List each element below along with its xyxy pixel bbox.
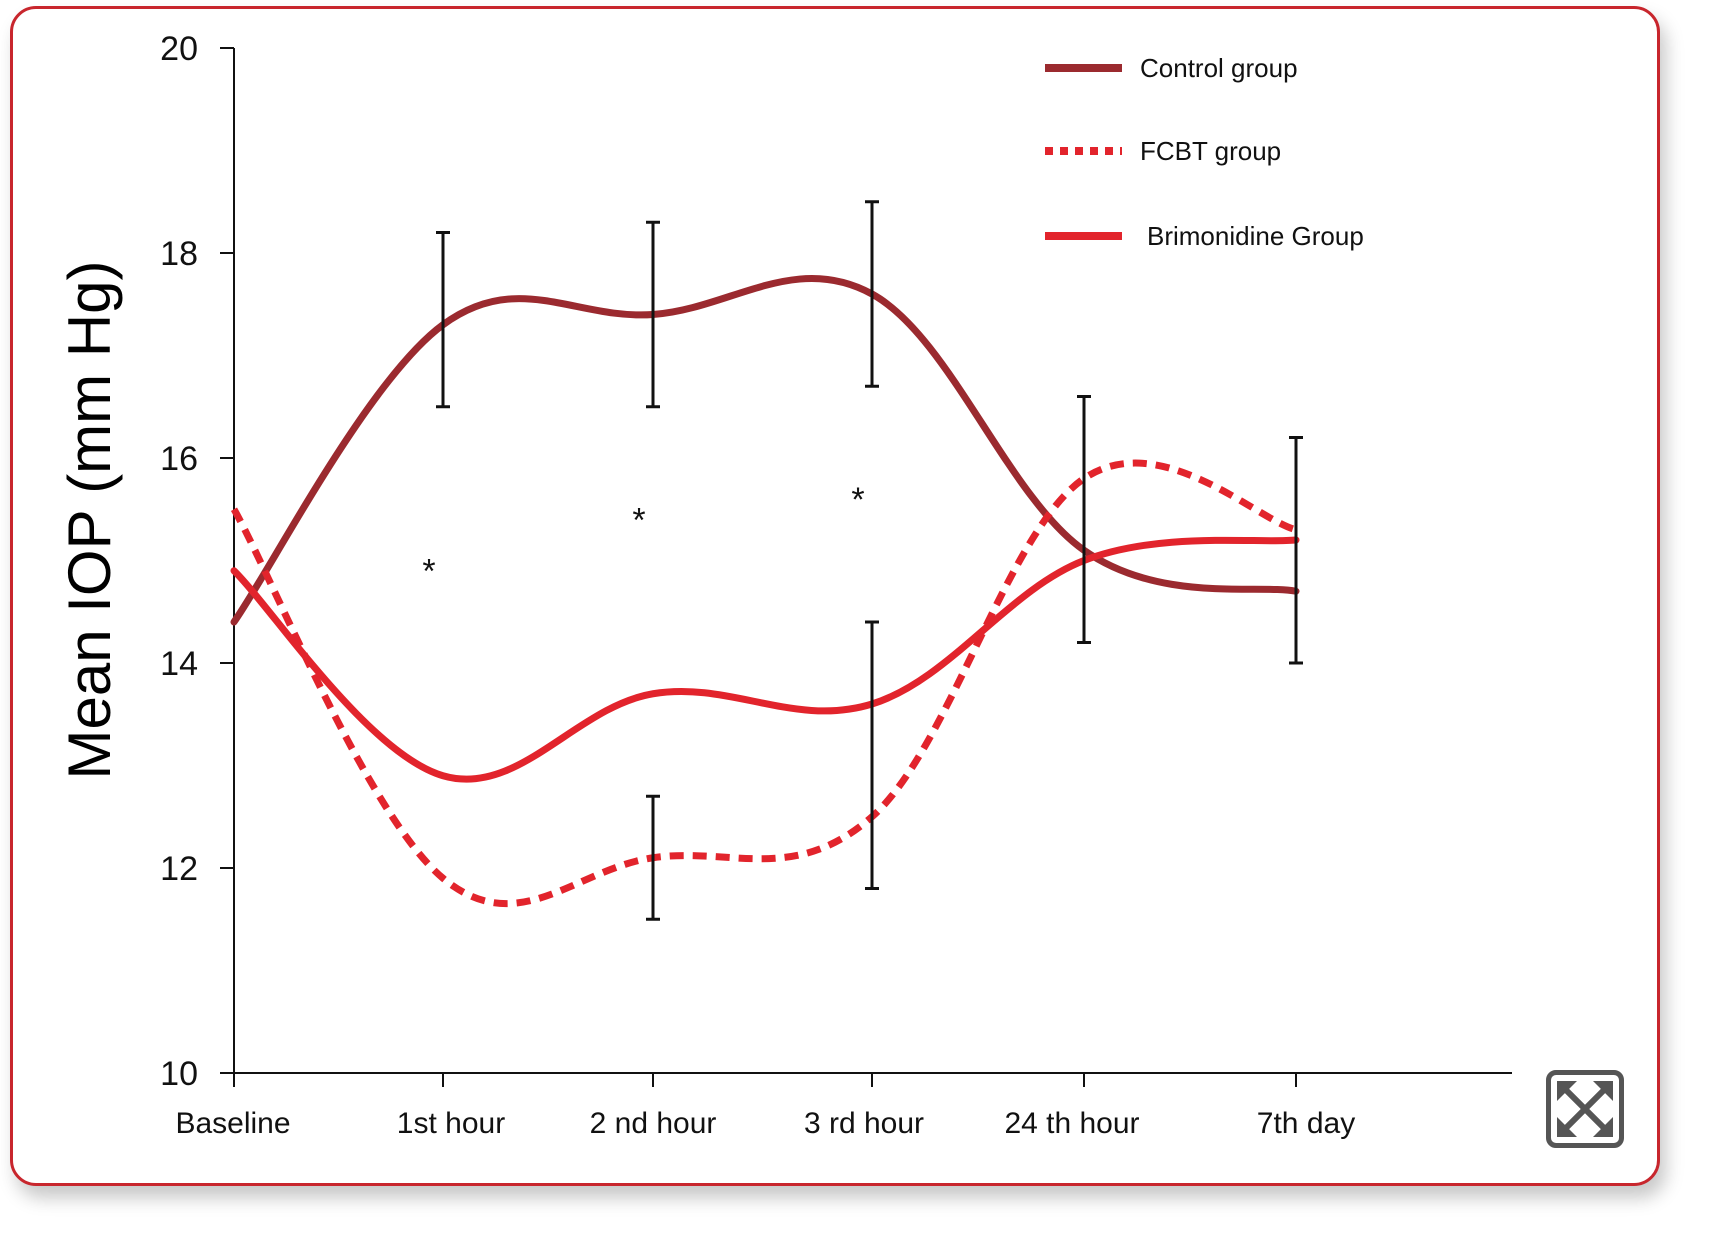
x-tick-label: 2 nd hour (590, 1107, 717, 1140)
series-layer (230, 275, 1300, 908)
x-tick-label: 7th day (1257, 1107, 1355, 1140)
significance-asterisk: * (632, 501, 645, 539)
y-tick-label: 14 (160, 645, 198, 683)
error-bars (436, 200, 1303, 921)
control-group-error-bar (865, 200, 879, 388)
legend: Control group FCBT group Brimonidine Group (1045, 53, 1364, 251)
control-group-error-bar (646, 220, 660, 409)
y-ticks: 10 12 14 16 18 20 (160, 30, 234, 1093)
y-tick-label: 18 (160, 235, 198, 273)
x-tick-label: 24 th hour (1004, 1107, 1139, 1140)
y-tick-label: 20 (160, 30, 198, 68)
x-tick-label: 3 rd hour (804, 1107, 924, 1140)
significance-asterisk: * (851, 481, 864, 519)
control-group-error-bar (436, 231, 450, 409)
control-group-legend-label: Control group (1140, 53, 1298, 83)
y-axis-label: Mean IOP (mm Hg) (56, 261, 123, 780)
x-tick-label: Baseline (175, 1107, 290, 1140)
significance-annotations: * * * (422, 481, 864, 591)
brimonidine-group-line (230, 536, 1300, 783)
control-group-line (230, 275, 1300, 626)
y-tick-label: 16 (160, 440, 198, 478)
control-group-error-bar (1289, 436, 1303, 665)
x-ticks: Baseline 1st hour 2 nd hour 3 rd hour 24 th … (175, 1073, 1355, 1140)
x-tick-label: 1st hour (397, 1107, 505, 1140)
expand-button[interactable] (1546, 1070, 1624, 1148)
chart-card (10, 6, 1660, 1186)
fcbt-group-error-bar (646, 794, 660, 921)
brimonidine-group-legend-label: Brimonidine Group (1147, 221, 1364, 251)
y-tick-label: 10 (160, 1055, 198, 1093)
fcbt-group-legend-label: FCBT group (1140, 136, 1281, 166)
significance-asterisk: * (422, 553, 435, 591)
expand-arrows-icon (1557, 1081, 1613, 1137)
y-tick-label: 12 (160, 850, 198, 888)
control-group-error-bar (1077, 395, 1091, 644)
fcbt-group-line (230, 459, 1298, 908)
fcbt-group-error-bar (865, 620, 879, 890)
